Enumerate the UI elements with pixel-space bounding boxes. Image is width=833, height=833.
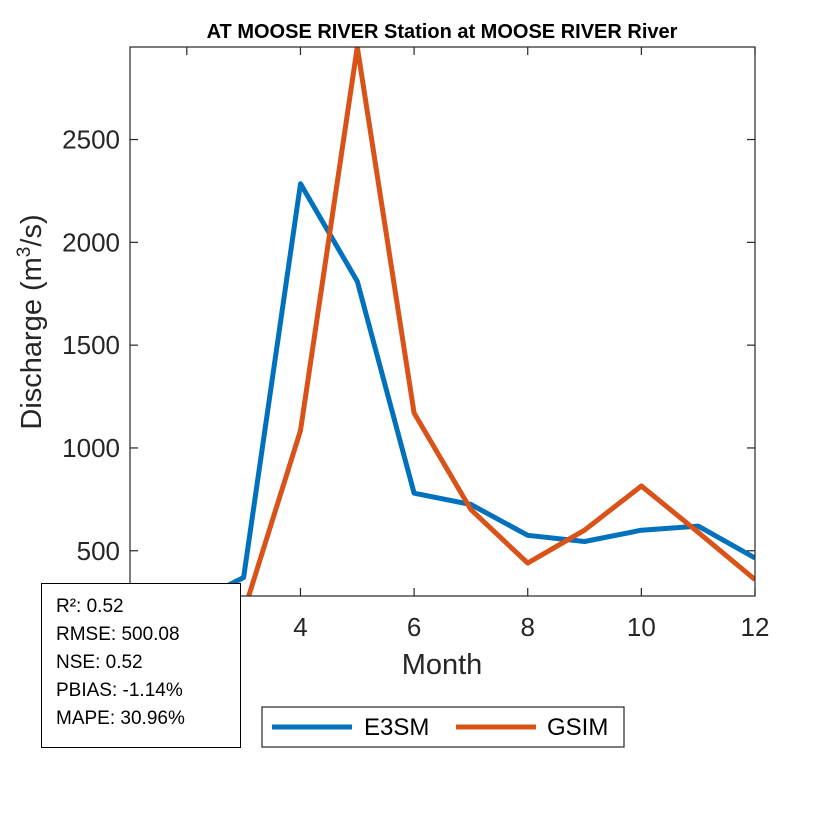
y-tick-label: 2000 — [62, 227, 120, 257]
stat-nse: NSE: 0.52 — [56, 652, 143, 673]
x-tick-label: 6 — [407, 612, 421, 642]
stat-pbias: PBIAS: -1.14% — [56, 680, 183, 701]
stat-r2: R²: 0.52 — [56, 596, 124, 617]
y-axis-label-main: Discharge (m — [16, 257, 48, 429]
x-tick-label: 8 — [520, 612, 534, 642]
y-axis-label-superscript: 3 — [14, 247, 35, 258]
y-axis-label: Discharge (m3/s) — [14, 214, 48, 429]
x-tick-label: 12 — [741, 612, 770, 642]
series-line-gsim — [246, 47, 755, 596]
y-tick-label: 2500 — [62, 125, 120, 155]
y-tick-label: 1500 — [62, 330, 120, 360]
legend-label-e3sm: E3SM — [364, 714, 429, 741]
x-axis-label: Month — [402, 649, 483, 681]
plot-area-frame — [129, 46, 756, 597]
stat-rmse: RMSE: 500.08 — [56, 624, 180, 645]
legend: E3SM GSIM — [261, 706, 625, 748]
stat-mape: MAPE: 30.96% — [56, 708, 185, 729]
y-axis-label-tail: /s) — [16, 214, 48, 246]
series-line-e3sm — [130, 181, 755, 596]
x-tick-label: 4 — [293, 612, 307, 642]
x-tick-label: 10 — [627, 612, 656, 642]
chart-title: AT MOOSE RIVER Station at MOOSE RIVER Ri… — [207, 21, 678, 43]
legend-label-gsim: GSIM — [547, 714, 608, 741]
stats-box: R²: 0.52 RMSE: 500.08 NSE: 0.52 PBIAS: -… — [41, 583, 241, 748]
y-tick-label: 500 — [77, 536, 120, 566]
y-tick-label: 1000 — [62, 433, 120, 463]
